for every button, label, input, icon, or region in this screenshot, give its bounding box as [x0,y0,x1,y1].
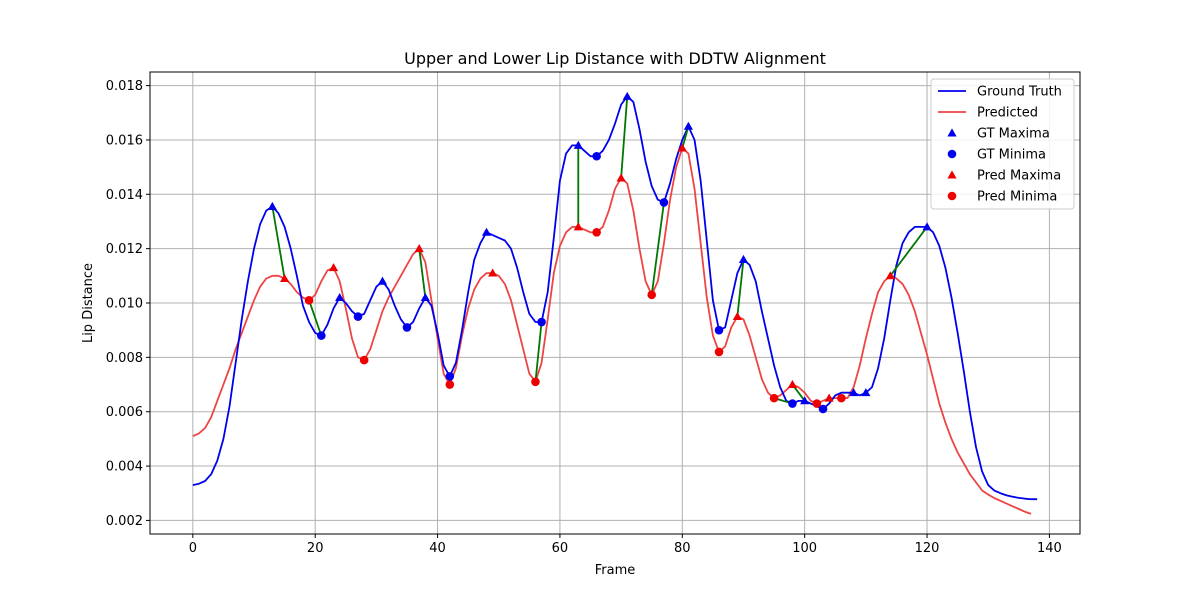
pred-minimum-marker [647,290,657,300]
legend-ground-truth-label: Ground Truth [977,85,1062,100]
pred-maximum-marker [824,393,834,402]
alignment-line [681,126,690,149]
y-tick-label: 0.018 [106,79,143,94]
alignment-line [889,226,928,277]
gt-maximum-marker [481,227,492,236]
gt-maximum-marker [267,201,277,210]
gt-maximum-marker [573,140,583,149]
alignment-line [534,321,543,382]
pred-maximum-marker [573,222,583,231]
alignment-line [308,299,323,336]
pred-minimum-marker [812,399,822,408]
alignment-line [271,206,286,279]
legend-predicted-label: Predicted [977,106,1038,121]
gt-minimum-marker [537,317,546,327]
alignment-line [620,96,629,179]
legend: Ground Truth Predicted GT Maxima GT Minima P… [930,78,1075,210]
legend-pred-maxima-label: Pred Maxima [977,169,1061,184]
chart-title: Upper and Lower Lip Distance with DDTW A… [404,49,826,68]
legend-gt-minima-swatch [947,149,957,159]
pred-minimum-marker [837,393,846,403]
x-tick-label: 20 [307,541,324,556]
legend-gt-maxima-swatch [947,128,957,137]
gt-maximum-marker [683,121,694,130]
gt-maximum-marker [738,254,749,263]
y-tick-label: 0.012 [106,242,143,257]
y-tick-label: 0.010 [106,297,143,312]
pred-minimum-marker [445,380,455,389]
y-tick-label: 0.004 [106,460,143,475]
x-tick-label: 40 [429,541,446,556]
x-tick-label: 60 [552,541,569,556]
gt-maximum-marker [622,91,632,100]
pred-maximum-marker [488,268,498,277]
pred-minimum-marker [359,355,369,365]
legend-pred-minima-swatch [947,191,957,201]
x-tick-label: 0 [189,541,197,556]
ground-truth-line [192,95,1038,501]
pred-maximum-marker [885,271,895,280]
legend-pred-maxima-swatch [947,170,957,179]
x-axis-ticks: 0 20 40 60 80 100 120 140 [189,534,1062,556]
alignment-line [418,248,427,298]
x-tick-label: 80 [674,541,691,556]
pred-maximum-marker [280,273,290,282]
y-tick-label: 0.008 [106,351,143,366]
y-axis-title: Lip Distance [81,263,96,343]
pred-maximum-marker [677,143,687,152]
gt-minimum-marker [353,312,363,321]
pred-minimum-marker [304,295,314,305]
y-tick-label: 0.006 [106,405,143,420]
y-tick-label: 0.014 [106,188,143,203]
legend-gt-maxima-label: GT Maxima [977,127,1050,142]
pred-maximum-marker [414,244,424,253]
gt-minimum-marker [317,331,326,340]
gt-minimum-marker [788,399,797,408]
gt-minimum-marker [592,151,601,161]
y-tick-label: 0.002 [106,514,143,529]
x-tick-label: 140 [1037,541,1062,556]
legend-pred-minima-label: Pred Minima [977,190,1057,205]
alignment-lines [271,96,928,410]
x-tick-label: 120 [915,541,940,556]
gt-minimum-marker [402,323,412,332]
pred-minimum-marker [769,393,779,403]
gt-maximum-marker [420,292,430,302]
x-tick-label: 100 [792,541,817,556]
gt-minimum-marker [659,198,669,207]
gt-maximum-marker [861,388,871,397]
gt-minimum-marker [818,404,828,414]
alignment-line [650,202,665,295]
pred-maximum-marker [732,311,742,321]
alignment-line [736,259,745,317]
gt-minimum-marker [445,372,455,381]
pred-minimum-marker [592,228,601,237]
y-tick-label: 0.016 [106,133,143,148]
gt-maximum-marker [800,396,810,405]
gt-maximum-marker [335,292,345,302]
pred-minimum-marker [714,347,724,357]
gt-maximum-marker [922,222,932,231]
gt-minimum-marker [714,325,724,335]
pred-minimum-marker [531,377,540,387]
pred-maximum-marker [616,173,626,182]
legend-gt-minima-label: GT Minima [977,148,1046,163]
extrema-markers [267,91,932,414]
pred-maximum-marker [787,379,798,388]
y-axis-ticks: 0.002 0.004 0.006 0.008 0.010 0.012 0.014 0.016… [106,79,150,529]
pred-maximum-marker [328,263,339,272]
gt-maximum-marker [849,388,859,397]
x-axis-title: Frame [595,563,636,578]
gt-maximum-marker [377,276,388,285]
legend-box [930,78,1075,210]
